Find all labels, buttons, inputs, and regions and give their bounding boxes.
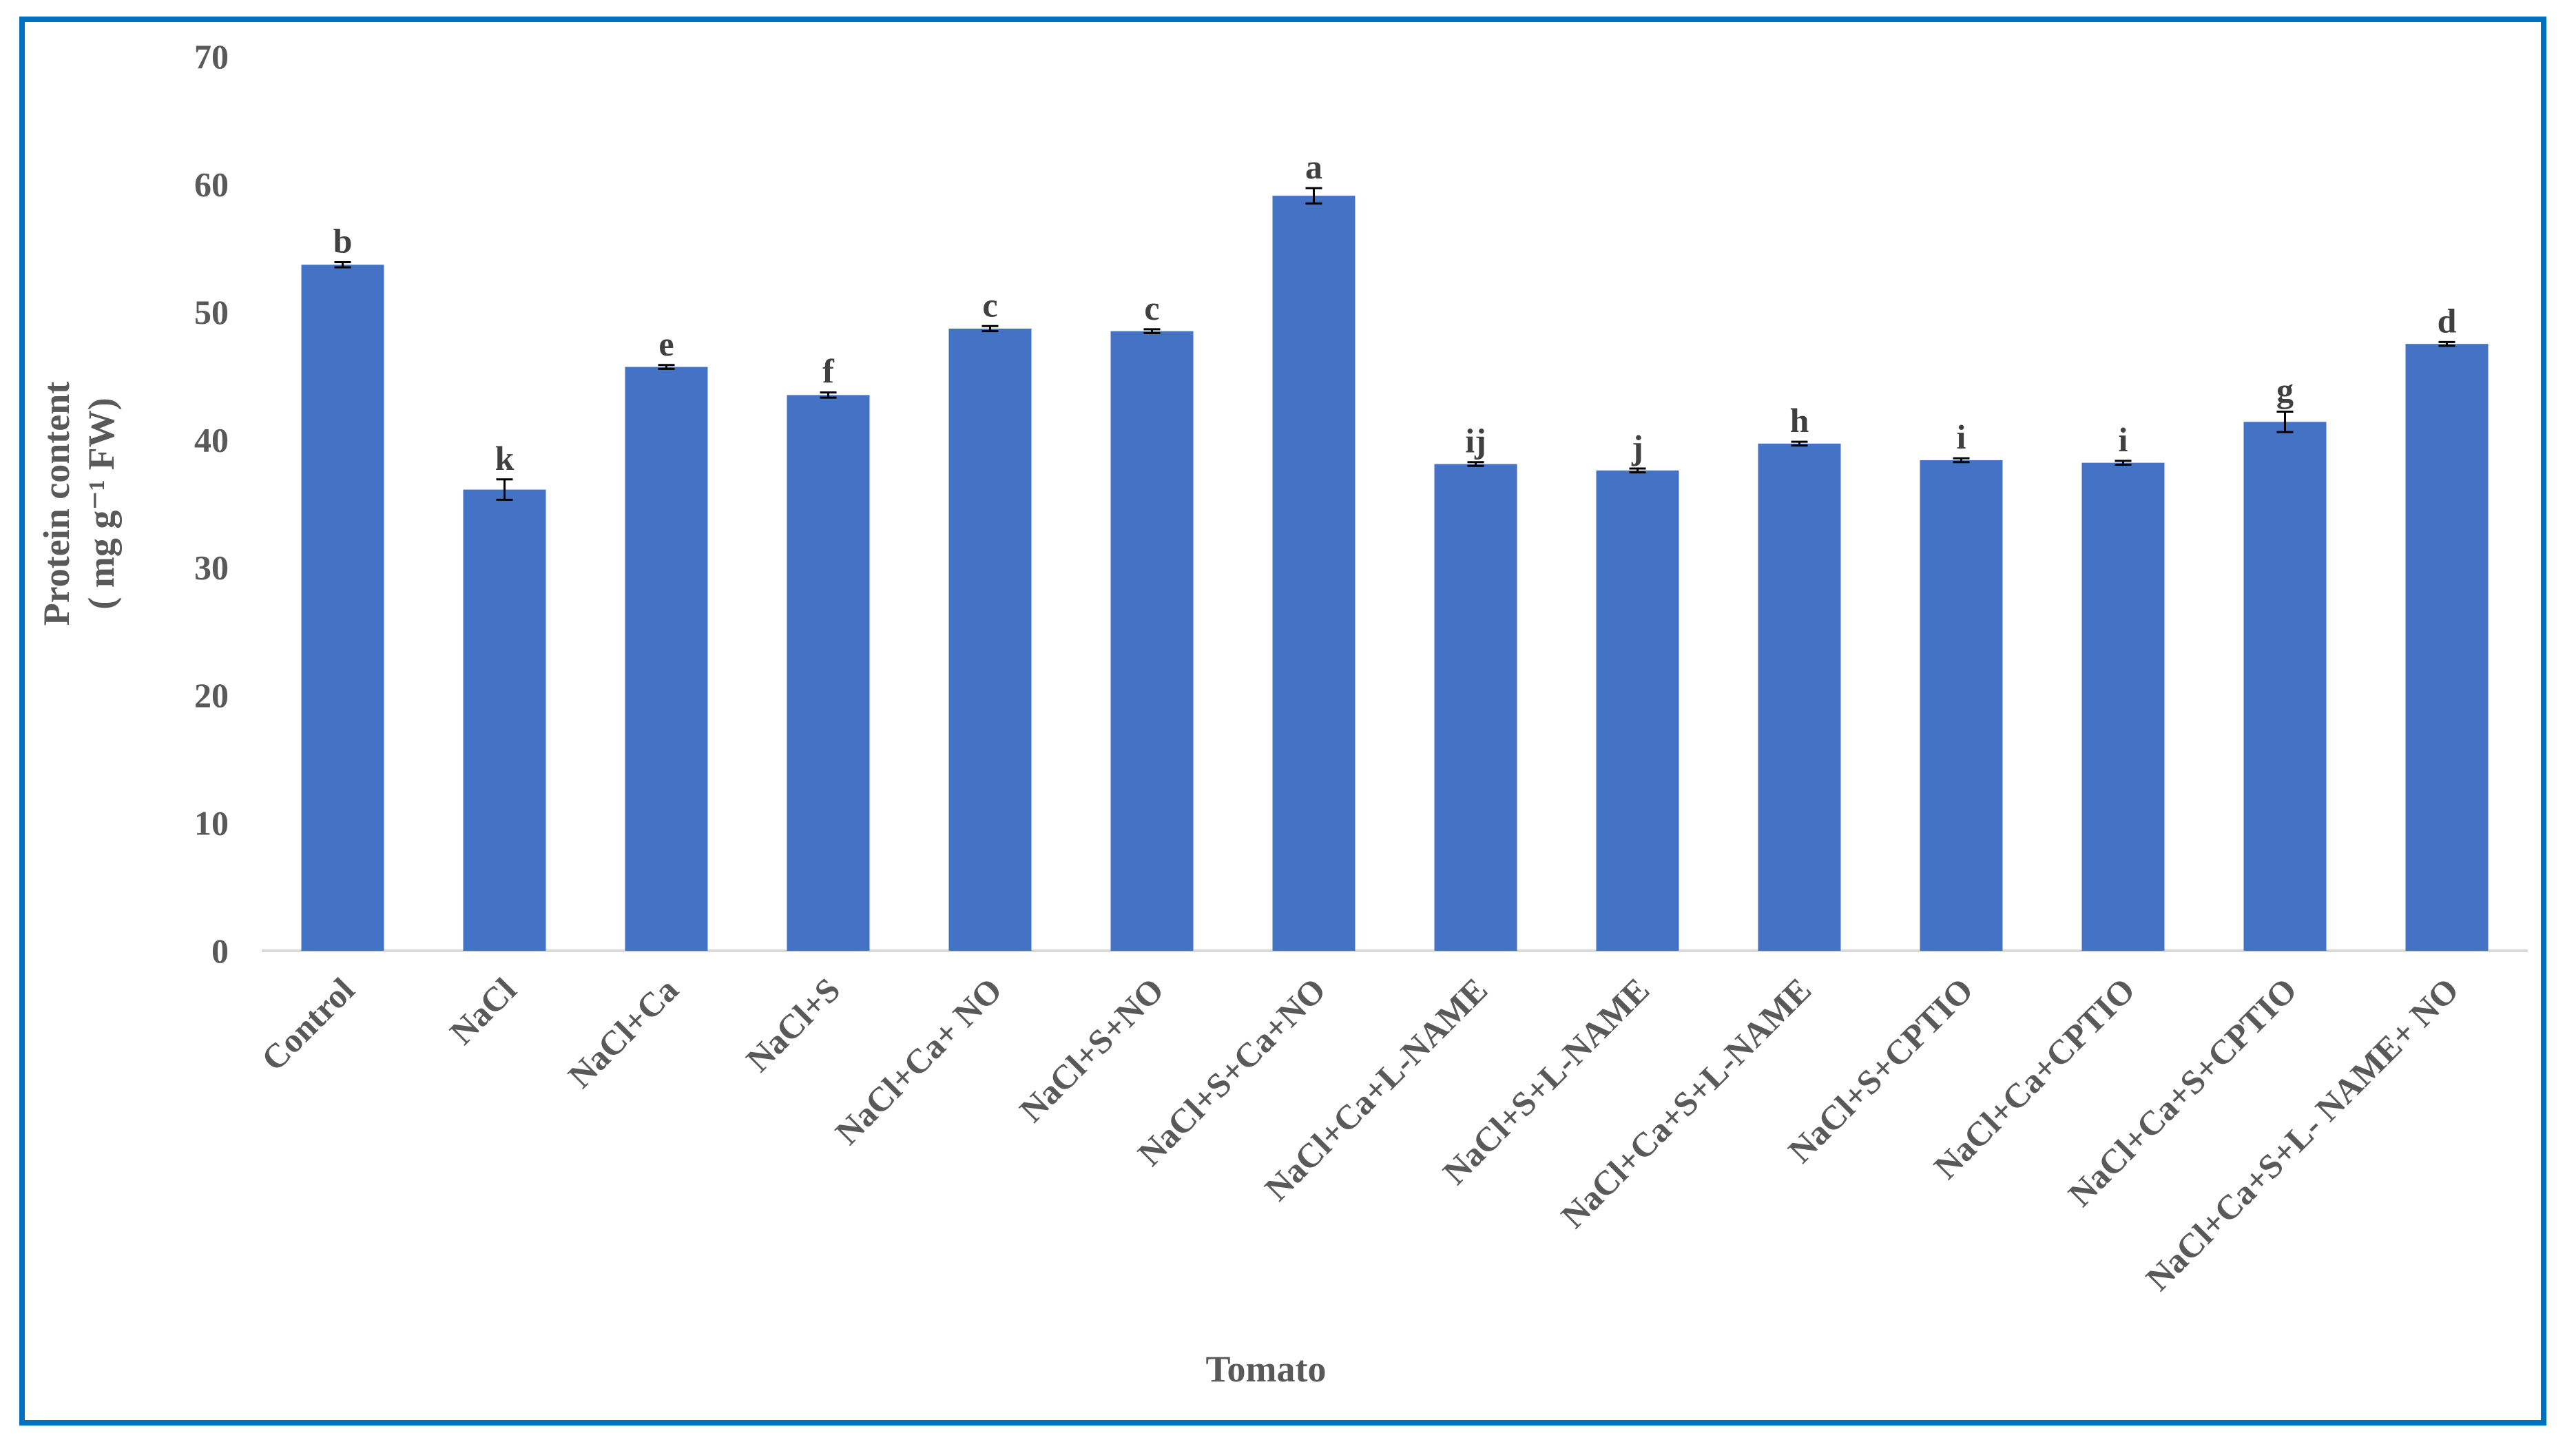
bar bbox=[1434, 464, 1517, 951]
y-tick-label: 10 bbox=[194, 804, 229, 843]
bar bbox=[2243, 422, 2327, 951]
x-tick-label: NaCl+Ca+ NO bbox=[828, 970, 1010, 1152]
bar bbox=[301, 265, 384, 951]
bar bbox=[625, 367, 708, 951]
bar bbox=[2405, 344, 2489, 951]
bar bbox=[1758, 443, 1841, 951]
y-tick-label: 0 bbox=[211, 932, 229, 970]
significance-letter: c bbox=[982, 285, 997, 324]
x-tick-label: NaCl bbox=[442, 970, 523, 1051]
error-bar bbox=[2276, 410, 2294, 433]
bar bbox=[948, 328, 1032, 951]
error-bar bbox=[334, 261, 351, 269]
significance-letter: i bbox=[1957, 418, 1966, 456]
error-bar bbox=[1467, 461, 1484, 467]
x-tick-label: NaCl+S+NO bbox=[1012, 970, 1171, 1129]
significance-letter: b bbox=[333, 222, 353, 260]
bar bbox=[1596, 470, 1679, 951]
error-bar bbox=[981, 325, 999, 333]
x-tick-label: Control bbox=[253, 970, 362, 1078]
error-bar bbox=[820, 391, 837, 399]
error-bar bbox=[496, 478, 513, 501]
y-axis-ticks: 0 10 20 30 40 50 60 70 bbox=[194, 37, 229, 970]
bar bbox=[1110, 331, 1194, 951]
y-tick-label: 50 bbox=[194, 293, 229, 331]
bar bbox=[1920, 460, 2003, 951]
error-bar bbox=[1953, 457, 1970, 464]
error-bars bbox=[334, 187, 2455, 501]
significance-letter: e bbox=[658, 325, 674, 363]
significance-letter: ij bbox=[1465, 422, 1486, 460]
error-bar bbox=[2115, 460, 2132, 466]
y-tick-label: 60 bbox=[194, 165, 229, 203]
bar bbox=[1272, 196, 1355, 951]
significance-letter: j bbox=[1631, 428, 1643, 466]
significance-letter: k bbox=[495, 439, 515, 477]
y-axis-title-line: Protein content bbox=[36, 382, 77, 626]
bar bbox=[2081, 462, 2165, 951]
significance-letter: a bbox=[1305, 147, 1322, 186]
x-tick-label: NaCl+Ca+S+L- NAME+ NO bbox=[2139, 970, 2466, 1298]
bar bbox=[787, 395, 870, 951]
y-tick-label: 30 bbox=[194, 548, 229, 587]
error-bar bbox=[658, 364, 675, 370]
y-tick-label: 20 bbox=[194, 676, 229, 714]
error-bar bbox=[1305, 187, 1322, 205]
error-bar bbox=[1143, 328, 1161, 334]
error-bar bbox=[2438, 340, 2455, 347]
significance-letter: d bbox=[2438, 301, 2457, 340]
significance-letters: b k e f c c a ij j h i i g d bbox=[333, 147, 2457, 477]
significance-letter: i bbox=[2119, 420, 2128, 459]
x-tick-label: NaCl+S bbox=[738, 970, 847, 1079]
error-bar bbox=[1791, 440, 1808, 447]
y-axis-title-line: ( mg g⁻¹ FW) bbox=[81, 398, 122, 609]
bar bbox=[463, 489, 546, 951]
significance-letter: h bbox=[1790, 401, 1809, 440]
bars bbox=[301, 196, 2489, 951]
error-bar bbox=[1629, 467, 1646, 474]
significance-letter: f bbox=[822, 352, 835, 391]
x-tick-label: NaCl+Ca bbox=[561, 970, 686, 1095]
significance-letter: g bbox=[2276, 371, 2294, 409]
y-tick-label: 40 bbox=[194, 420, 229, 459]
x-axis-title: Tomato bbox=[1205, 1348, 1326, 1390]
y-tick-label: 70 bbox=[194, 37, 229, 76]
significance-letter: c bbox=[1144, 289, 1159, 327]
y-axis-title: Protein content( mg g⁻¹ FW) bbox=[36, 382, 122, 626]
